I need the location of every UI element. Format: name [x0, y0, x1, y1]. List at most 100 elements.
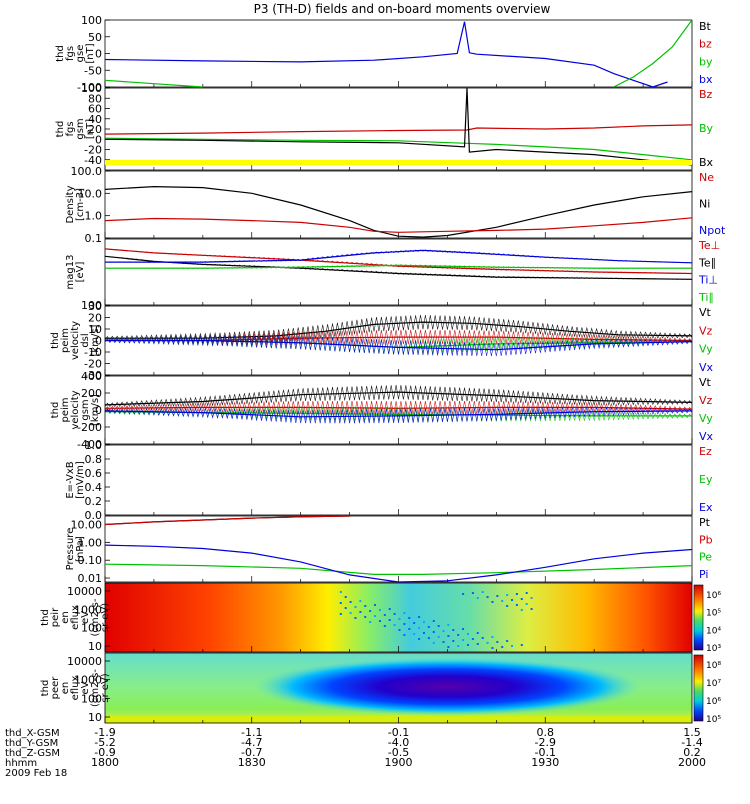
- series-Vx-noise: [104, 406, 693, 424]
- y-tick-label: 0.4: [85, 481, 103, 494]
- y-tick-label: 10000: [67, 585, 102, 598]
- spectrogram-pixel: [339, 602, 342, 604]
- x-tick-label: 1.5: [683, 726, 701, 739]
- series-bx: [104, 21, 668, 88]
- spectrogram-pixel: [393, 613, 396, 615]
- legend-label: bz: [699, 38, 712, 51]
- panel-fgs-gse: 100 50 0 -50 -100 thd fgs gse [nT] Bt bz by bx: [55, 14, 713, 94]
- series-Pe: [104, 563, 693, 575]
- y-tick-label: -10: [84, 346, 102, 359]
- series-Vt: [104, 391, 693, 406]
- x-tick-label: -0.5: [388, 746, 409, 759]
- y-axis-label: gse: [75, 45, 86, 63]
- x-tick-label: -0.7: [241, 746, 262, 759]
- y-axis-label: sr-eV): [100, 603, 111, 632]
- y-axis-label: E=-VxB: [65, 461, 76, 498]
- y-tick-label: 10000: [67, 655, 102, 668]
- spectrogram-pixel: [491, 647, 494, 649]
- colorbar-tick-label: 10⁵: [706, 609, 721, 619]
- colorbar: [693, 654, 704, 722]
- spectrogram-pixel: [525, 603, 528, 605]
- x-tick-label: -2.9: [535, 736, 556, 749]
- legend-label: Vy: [699, 343, 713, 356]
- spectrogram-pixel: [403, 634, 406, 636]
- y-tick-label: 0: [95, 404, 102, 417]
- panel-frame: [104, 444, 693, 516]
- y-axis-label: peim: [60, 397, 71, 422]
- y-tick-label: 10.00: [71, 519, 103, 532]
- spectrogram-pixel: [447, 646, 450, 648]
- spectrogram-pixel: [520, 609, 523, 611]
- x-tick-label: -5.2: [94, 736, 115, 749]
- series-Pi: [104, 544, 693, 583]
- y-axis-label: eflux: [70, 605, 81, 630]
- y-axis-label: thd: [40, 680, 51, 697]
- panel-ion-spec: 10⁶ 10⁵ 10⁴ 10³ 10000 1000 100 10 thd peir en eflux…: [40, 582, 721, 654]
- spectrogram-pixel: [442, 630, 445, 632]
- spectrogram-pixel: [359, 611, 362, 613]
- y-axis-label: [nPa]: [75, 536, 86, 562]
- x-axis-date: 2009 Feb 18: [5, 768, 67, 779]
- spectrogram-pixel: [393, 624, 396, 626]
- spectrogram-pixel: [408, 617, 411, 619]
- y-axis-label: thd: [55, 45, 66, 62]
- x-tick-label: 2000: [678, 756, 706, 769]
- series-by-late: [613, 19, 693, 88]
- spectrogram-pixel: [432, 642, 435, 644]
- series-Vt: [105, 321, 693, 339]
- y-tick-label: 0.01: [78, 572, 103, 585]
- y-tick-label: 0.0: [85, 509, 103, 522]
- legend-label: by: [699, 55, 713, 68]
- y-axis-label: [cm-3]: [75, 188, 86, 221]
- colorbar-tick-label: 10⁶: [706, 697, 721, 707]
- legend-label: Te⊥: [698, 239, 720, 252]
- y-tick-label: 100: [81, 622, 102, 635]
- y-axis-label: [km/s]: [90, 394, 101, 426]
- y-tick-label: 20: [88, 312, 102, 325]
- spectrogram-pixel: [383, 614, 386, 616]
- legend-label: Ti∥: [698, 291, 714, 304]
- spectrogram-pixel: [349, 612, 352, 614]
- y-tick-label: -50: [84, 64, 102, 77]
- legend-label: Ez: [699, 445, 712, 458]
- series-Ti∥: [105, 264, 692, 269]
- colorbar-tick-label: 10⁷: [706, 679, 721, 689]
- spectrogram-pixel: [525, 592, 528, 594]
- panel-temperature: 100 mag13 [eV] Te⊥ Te∥ Ti⊥ Ti∥: [65, 238, 720, 312]
- y-tick-label: 0.6: [85, 467, 103, 480]
- series-Vx-noise: [104, 334, 693, 357]
- y-tick-label: -20: [84, 144, 102, 157]
- spectrogram-pixel: [354, 617, 357, 619]
- spectrogram-pixel: [437, 636, 440, 638]
- panel-frame: [104, 87, 693, 171]
- x-tick-label: -4.7: [241, 736, 262, 749]
- spectrogram-pixel: [471, 638, 474, 640]
- spectrogram-pixel: [491, 636, 494, 638]
- y-tick-label: 10: [88, 640, 102, 653]
- spectrogram-pixel: [422, 632, 425, 634]
- x-tick-label: -0.1: [535, 746, 556, 759]
- spectrogram-pixel: [506, 594, 509, 596]
- y-axis-label: thd: [40, 609, 51, 626]
- y-axis-label: gsm: [80, 399, 91, 420]
- panel-velocity-gsm: 400 200 0 -200 -400 thd peim velocity gsm [km/s] V…: [50, 370, 714, 451]
- spectrogram-pixel: [383, 625, 386, 627]
- legend-label: Bt: [699, 20, 712, 33]
- spectrogram-pixel: [476, 597, 479, 599]
- legend-label: Ex: [699, 501, 713, 514]
- y-tick-label: 10: [88, 323, 102, 336]
- y-tick-label: 60: [88, 103, 102, 116]
- y-axis-label: peer: [50, 676, 61, 700]
- y-axis-label: eV: [80, 611, 91, 624]
- legend-label: Ey: [699, 473, 713, 486]
- legend-label: Vt: [699, 376, 712, 389]
- y-axis-label: [nT]: [85, 119, 96, 139]
- spectrogram-pixel: [501, 646, 504, 648]
- spectrogram-pixel: [432, 620, 435, 622]
- y-tick-label: 1.00: [78, 536, 103, 549]
- spectrogram-pixel: [418, 627, 421, 629]
- panel-frame: [104, 19, 693, 88]
- spectrogram-pixel: [462, 628, 465, 630]
- y-axis-label: sr-eV): [100, 673, 111, 702]
